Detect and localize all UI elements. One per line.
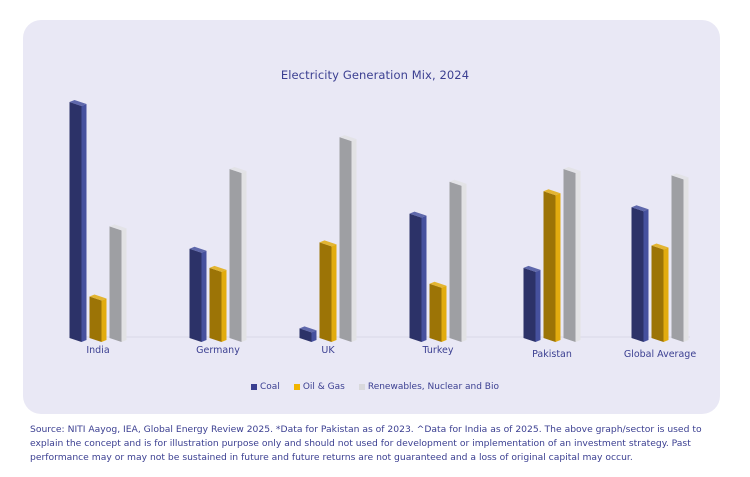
- bar-oil-pakistan: [543, 189, 561, 342]
- bar-face-top: [189, 246, 207, 253]
- bar-face-left: [671, 175, 684, 342]
- bar-face-right: [683, 177, 689, 342]
- bar-face-right: [555, 193, 561, 342]
- bar-face-left: [69, 102, 82, 342]
- bar-oil-global-average: [651, 243, 669, 342]
- legend-label-coal: Coal: [260, 382, 280, 392]
- bar-coal-germany: [189, 246, 207, 342]
- chart-card: [23, 20, 720, 414]
- bar-face-left: [563, 168, 576, 342]
- bar-face-left: [449, 181, 462, 342]
- bar-face-top: [109, 224, 127, 231]
- category-label-india: India: [86, 345, 109, 356]
- bar-face-left: [429, 283, 442, 342]
- bar-face-right: [221, 269, 227, 342]
- bar-face-left: [299, 328, 312, 342]
- bar-coal-turkey: [409, 211, 427, 342]
- bar-face-left: [651, 245, 664, 342]
- bar-coal-india: [69, 100, 87, 342]
- bar-face-top: [319, 240, 337, 247]
- bar-face-left: [109, 226, 122, 342]
- bar-face-right: [663, 247, 669, 342]
- category-labels: India Germany UK Turkey Pakistan Global Avera…: [86, 345, 696, 360]
- source-footnote: Source: NITI Aayog, IEA, Global Energy R…: [30, 424, 702, 463]
- bar-face-right: [421, 215, 427, 342]
- bar-face-top: [209, 265, 227, 272]
- bar-coal-uk: [299, 326, 317, 342]
- bar-face-right: [201, 250, 207, 342]
- bar-face-top: [299, 326, 317, 333]
- bar-oil-turkey: [429, 281, 447, 342]
- legend-item-renewables: Renewables, Nuclear and Bio: [358, 382, 499, 392]
- bar-face-left: [229, 168, 242, 342]
- bar-face-left: [523, 267, 536, 342]
- bar-face-left: [209, 267, 222, 342]
- category-label-germany: Germany: [196, 345, 240, 356]
- bar-oil-uk: [319, 240, 337, 342]
- bar-face-right: [575, 170, 581, 342]
- category-label-pakistan: Pakistan: [532, 349, 572, 360]
- legend-label-renewables: Renewables, Nuclear and Bio: [367, 382, 499, 392]
- chart-legend: Coal Oil & Gas Renewables, Nuclear and B…: [0, 382, 750, 392]
- bar-coal-pakistan: [523, 265, 541, 342]
- legend-swatch-oil-gas: [293, 384, 300, 390]
- bar-face-left: [409, 213, 422, 342]
- bar-ren-pakistan: [563, 166, 581, 342]
- bar-face-top: [89, 294, 107, 301]
- bar-oil-germany: [209, 265, 227, 342]
- bar-face-left: [631, 207, 644, 342]
- bar-face-left: [319, 242, 332, 342]
- bar-face-right: [461, 183, 467, 342]
- bar-ren-turkey: [449, 179, 467, 342]
- bar-face-left: [89, 296, 102, 342]
- bar-face-left: [339, 137, 352, 342]
- bar-face-top: [229, 166, 247, 173]
- bar-face-top: [523, 265, 541, 272]
- bar-ren-uk: [339, 135, 357, 342]
- bar-face-top: [543, 189, 561, 196]
- bar-face-right: [441, 285, 447, 342]
- bar-face-right: [351, 139, 357, 342]
- bar-face-top: [69, 100, 87, 106]
- legend-label-oil-gas: Oil & Gas: [302, 382, 345, 392]
- category-label-turkey: Turkey: [422, 345, 454, 356]
- bar-face-top: [563, 166, 581, 173]
- bar-face-right: [241, 170, 247, 342]
- bar-ren-global-average: [671, 173, 689, 342]
- bar-face-top: [409, 211, 427, 218]
- bar-oil-india: [89, 294, 107, 342]
- bar-ren-germany: [229, 166, 247, 342]
- bar-ren-india: [109, 224, 127, 342]
- bar-face-left: [189, 248, 202, 342]
- bar-face-right: [643, 209, 649, 342]
- bar-face-top: [429, 281, 447, 288]
- bar-face-right: [81, 104, 87, 342]
- category-label-global-average: Global Average: [624, 349, 696, 360]
- bar-face-right: [535, 269, 541, 342]
- bar-face-right: [121, 228, 127, 342]
- legend-item-oil-gas: Oil & Gas: [293, 382, 345, 392]
- bar-face-top: [651, 243, 669, 250]
- bar-face-right: [311, 330, 317, 342]
- chart-title: Electricity Generation Mix, 2024: [280, 68, 470, 82]
- legend-item-coal: Coal: [251, 382, 280, 392]
- bar-face-right: [331, 244, 337, 342]
- bar-face-top: [449, 179, 467, 186]
- category-label-uk: UK: [321, 345, 335, 356]
- bar-face-top: [671, 173, 689, 180]
- bar-coal-global-average: [631, 205, 649, 342]
- bar-face-left: [543, 191, 556, 342]
- legend-swatch-coal: [251, 384, 258, 390]
- bar-face-right: [101, 298, 107, 342]
- bar-face-top: [631, 205, 649, 212]
- legend-swatch-renewables: [358, 384, 365, 390]
- bars-layer: [69, 100, 689, 342]
- bar-face-top: [339, 135, 357, 142]
